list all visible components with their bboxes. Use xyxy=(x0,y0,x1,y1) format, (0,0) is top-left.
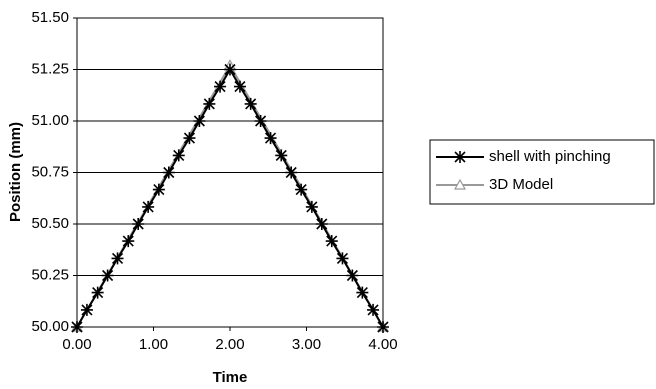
x-axis-label: Time xyxy=(213,369,248,386)
marker xyxy=(142,200,155,213)
y-tick-label: 50.25 xyxy=(31,266,69,283)
y-axis-label: Position (mm) xyxy=(7,122,24,222)
legend-label: 3D Model xyxy=(489,176,553,193)
x-tick-label: 2.00 xyxy=(215,336,244,353)
marker xyxy=(152,183,165,196)
marker xyxy=(214,80,227,93)
marker xyxy=(193,115,206,127)
x-tick-label: 4.00 xyxy=(368,336,397,353)
marker xyxy=(336,252,349,265)
x-tick-label: 3.00 xyxy=(292,336,321,353)
legend-box xyxy=(429,139,655,205)
marker xyxy=(454,151,466,163)
marker xyxy=(285,166,298,179)
y-tick-label: 50.75 xyxy=(31,163,69,180)
marker xyxy=(183,132,196,145)
y-tick-label: 50.00 xyxy=(31,318,69,335)
marker xyxy=(203,97,216,110)
marker xyxy=(71,321,83,333)
marker xyxy=(367,303,380,316)
series-line xyxy=(76,63,384,328)
x-tick-label: 1.00 xyxy=(139,336,168,353)
marker xyxy=(264,132,277,145)
marker xyxy=(453,178,467,190)
marker xyxy=(356,286,369,299)
marker xyxy=(325,235,338,248)
marker xyxy=(275,149,288,162)
marker xyxy=(315,218,328,230)
marker xyxy=(162,166,175,179)
x-tick-label: 0.00 xyxy=(62,336,91,353)
y-tick-label: 50.50 xyxy=(31,215,69,232)
marker xyxy=(254,115,267,127)
marker xyxy=(233,80,246,93)
legend-label: shell with pinching xyxy=(489,148,611,165)
marker xyxy=(172,149,185,162)
y-tick-label: 51.00 xyxy=(31,112,69,129)
marker xyxy=(80,303,93,316)
series-line xyxy=(76,67,384,328)
marker xyxy=(122,235,135,248)
y-tick-label: 51.50 xyxy=(31,9,69,26)
marker xyxy=(91,286,104,299)
marker xyxy=(295,183,308,196)
marker xyxy=(132,218,145,230)
marker xyxy=(377,321,389,333)
marker xyxy=(244,97,257,110)
marker xyxy=(111,252,124,265)
y-tick-label: 51.25 xyxy=(31,60,69,77)
marker xyxy=(346,269,359,282)
plot-area xyxy=(76,17,384,328)
marker xyxy=(305,200,318,213)
marker xyxy=(224,63,236,76)
marker xyxy=(101,269,114,282)
